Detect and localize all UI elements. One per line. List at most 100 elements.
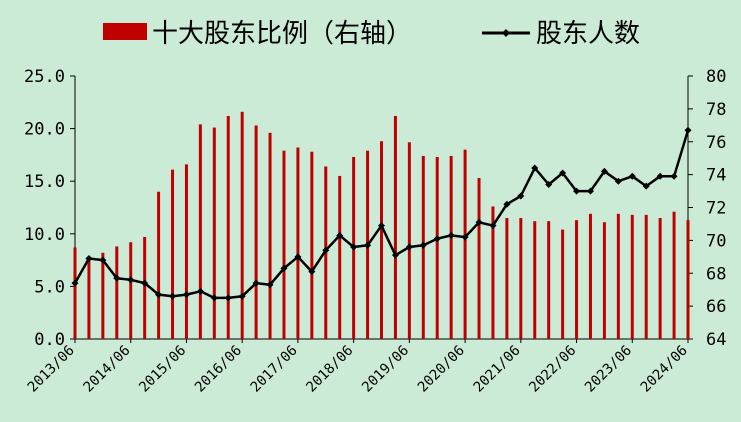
line-point	[684, 126, 692, 134]
x-tick-label: 2021/06	[471, 343, 524, 396]
tick-labels: 25.0 20.0 15.0 10.0 5.0 0.0 80 78 76 74 72 70 68 66 64…	[24, 67, 726, 396]
line-point	[71, 279, 79, 287]
bar	[616, 213, 620, 339]
line-point	[628, 172, 636, 180]
y-left-tick-label: 15.0	[24, 172, 65, 192]
y-right-tick-label: 68	[706, 264, 726, 284]
y-left-tick-label: 0.0	[34, 330, 65, 350]
bar	[226, 115, 230, 339]
y-right-tick-label: 66	[706, 297, 726, 317]
bar	[282, 150, 286, 339]
bar	[101, 252, 105, 339]
line-point	[531, 164, 539, 172]
line-point	[350, 243, 358, 251]
y-right-tick-label: 78	[706, 100, 726, 120]
x-tick-label: 2017/06	[248, 343, 301, 396]
line-point	[252, 279, 260, 287]
line-point	[503, 200, 511, 208]
x-tick-label: 2015/06	[136, 343, 189, 396]
x-tick-label: 2020/06	[415, 343, 468, 396]
line-point	[670, 172, 678, 180]
bar	[212, 127, 216, 339]
line-point	[266, 281, 274, 289]
legend: 十大股东比例（右轴） 股东人数	[103, 19, 640, 49]
line-point	[85, 254, 93, 262]
line-point	[113, 274, 121, 282]
line-point	[336, 231, 344, 239]
y-left-tick-label: 10.0	[24, 225, 65, 245]
bar	[310, 151, 314, 339]
bar	[296, 147, 300, 339]
x-tick-label: 2019/06	[359, 343, 412, 396]
bar	[254, 125, 258, 339]
y-right-tick-label: 76	[706, 133, 726, 153]
line-point	[559, 169, 567, 177]
bar	[477, 178, 481, 339]
line-point	[294, 253, 302, 261]
bar	[519, 218, 523, 339]
bar	[73, 247, 77, 339]
x-tick-label: 2023/06	[582, 343, 635, 396]
line-point	[308, 268, 316, 276]
y-right-tick-label: 80	[706, 67, 726, 87]
line-point	[196, 287, 204, 295]
line-point	[99, 256, 107, 264]
bar	[129, 242, 133, 339]
line-point	[378, 222, 385, 230]
line-point	[573, 187, 581, 195]
line-point	[656, 172, 664, 180]
bar	[686, 220, 690, 339]
bar	[184, 164, 188, 339]
bar	[588, 213, 592, 339]
y-left-tick-label: 20.0	[24, 120, 65, 140]
line-point	[238, 292, 246, 300]
bar	[561, 229, 565, 339]
y-left-tick-label: 25.0	[24, 67, 65, 87]
line-point	[210, 294, 218, 302]
line-point	[322, 246, 330, 254]
line-point	[169, 292, 177, 300]
bar	[380, 141, 383, 339]
line-point	[391, 251, 399, 259]
bar	[198, 124, 202, 339]
bar	[240, 111, 244, 339]
bar	[393, 115, 397, 339]
line-point	[127, 276, 135, 284]
bar	[644, 214, 648, 339]
x-tick-label: 2016/06	[192, 343, 245, 396]
line-point	[433, 235, 441, 243]
legend-bar-label: 十大股东比例（右轴）	[152, 19, 412, 49]
line-point	[642, 182, 650, 190]
line-point	[419, 241, 427, 249]
line-point	[614, 177, 622, 185]
bar	[407, 142, 411, 339]
line-point	[517, 192, 525, 200]
x-tick-label: 2022/06	[526, 343, 579, 396]
y-left-tick-label: 5.0	[34, 277, 65, 297]
line-point	[475, 218, 483, 226]
bar	[575, 220, 579, 339]
bar	[268, 132, 272, 339]
bar	[435, 157, 439, 339]
bar	[547, 221, 551, 339]
legend-bar-swatch	[103, 23, 147, 40]
bar	[463, 149, 467, 339]
bar	[533, 221, 537, 339]
line-point	[405, 243, 413, 251]
line-point	[447, 231, 455, 239]
y-right-tick-label: 64	[706, 330, 726, 350]
bar	[449, 155, 453, 339]
line-point	[224, 294, 232, 302]
x-tick-label: 2024/06	[638, 343, 691, 396]
bar	[491, 206, 495, 339]
y-right-tick-label: 70	[706, 231, 726, 251]
line-point	[461, 233, 469, 241]
bar	[115, 246, 119, 339]
bar	[143, 236, 147, 339]
line-point	[155, 291, 163, 299]
bar	[672, 211, 676, 339]
y-right-tick-label: 72	[706, 199, 726, 219]
line-point	[364, 241, 372, 249]
